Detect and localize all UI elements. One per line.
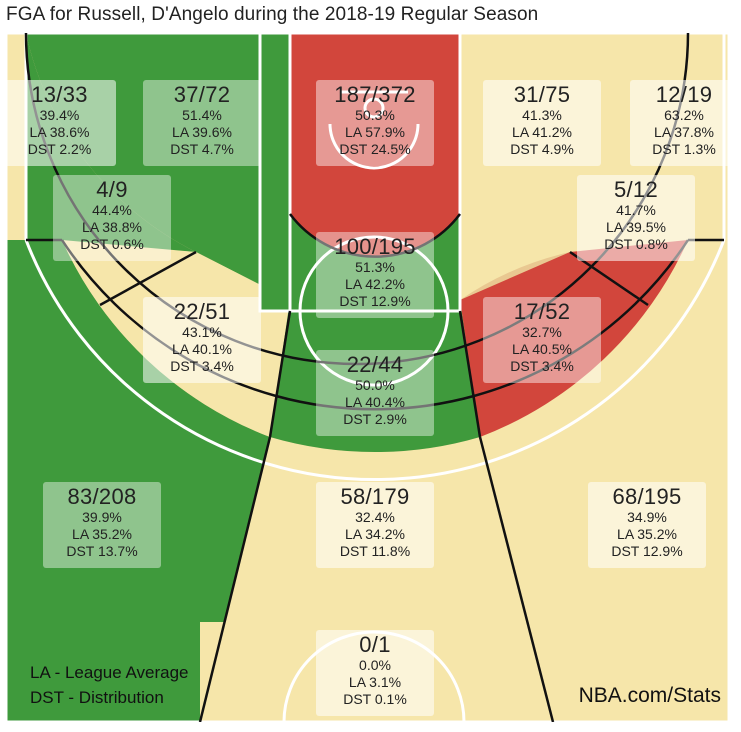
zone-dst: DST 3.4%: [510, 358, 574, 374]
zone-pct: 32.7%: [522, 324, 562, 340]
right-key-divider: [458, 310, 482, 438]
zone-pct: 50.0%: [355, 377, 395, 393]
legend-dst: DST - Distribution: [30, 688, 164, 707]
zone-dst: DST 12.9%: [611, 543, 683, 559]
zone-dst: DST 12.9%: [339, 293, 411, 309]
paint-inner: [288, 33, 462, 313]
legend: LA - League Average DST - Distribution: [30, 660, 189, 710]
zone-box-right-elbow-mid: 5/12 41.7% LA 39.5% DST 0.8%: [577, 175, 695, 261]
zone-pct: 50.3%: [355, 107, 395, 123]
zone-pct: 51.4%: [182, 107, 222, 123]
zone-la: LA 37.8%: [654, 124, 714, 140]
zone-frac: 13/33: [31, 82, 88, 107]
boundary-three-arc: [60, 239, 690, 411]
zone-la: LA 39.5%: [606, 219, 666, 235]
zone-box-right-corner-3: 12/19 63.2% LA 37.8% DST 1.3%: [630, 80, 738, 166]
zone-fill-right-wing-mid: [460, 240, 688, 437]
zone-fill-left-wing-3: [6, 240, 270, 722]
zone-dst: DST 4.9%: [510, 141, 574, 157]
zone-dst: DST 13.7%: [66, 543, 138, 559]
zone-frac: 5/12: [613, 177, 659, 202]
zone-frac: 31/75: [513, 82, 571, 107]
zone-frac: 17/52: [513, 299, 571, 324]
zone-box-right-wing-3: 68/195 34.9% LA 35.2% DST 12.9%: [588, 482, 706, 568]
free-throw-circle: [298, 235, 450, 387]
zone-box-left-wing-mid: 22/51 43.1% LA 40.1% DST 3.4%: [143, 297, 261, 383]
zone-frac: 83/208: [67, 484, 137, 509]
zone-la: LA 34.2%: [345, 526, 405, 542]
zone-la: LA 38.8%: [82, 219, 142, 235]
zone-dst: DST 0.6%: [80, 236, 144, 252]
zone-la: LA 3.1%: [348, 674, 402, 690]
zone-la: LA 40.4%: [345, 394, 405, 410]
zone-pct: 44.4%: [92, 202, 132, 218]
legend-la: LA - League Average: [30, 663, 189, 682]
zone-box-backcourt: 0/1 0.0% LA 3.1% DST 0.1%: [316, 630, 434, 716]
right-deep-divider: [478, 436, 555, 722]
zone-fill-restricted-area: [290, 33, 460, 257]
zone-pct: 0.0%: [359, 657, 391, 673]
zone-la: LA 57.9%: [345, 124, 405, 140]
three-point-arc: [24, 239, 726, 482]
zone-la: LA 40.1%: [172, 341, 232, 357]
zone-la: LA 38.6%: [29, 124, 90, 140]
zone-dst: DST 3.4%: [170, 358, 234, 374]
zone-frac: 22/51: [173, 299, 231, 324]
zone-dst: DST 11.8%: [339, 543, 411, 559]
zone-la: LA 35.2%: [72, 526, 132, 542]
zone-pct: 63.2%: [664, 107, 704, 123]
zone-frac: 0/1: [359, 632, 391, 657]
zone-dst: DST 2.9%: [343, 411, 407, 427]
zone-pct: 41.3%: [522, 107, 562, 123]
zone-pct: 39.4%: [39, 107, 80, 123]
zone-frac: 58/179: [340, 484, 410, 509]
zone-pct: 43.1%: [182, 324, 222, 340]
zone-frac: 12/19: [655, 82, 713, 107]
rim: [363, 97, 385, 119]
zone-la: LA 42.2%: [345, 276, 405, 292]
zone-la: LA 41.2%: [512, 124, 572, 140]
restricted-arc: [328, 123, 420, 170]
zone-box-left-baseline-mid: 37/72 51.4% LA 39.6% DST 4.7%: [143, 80, 261, 166]
zone-fill-right-wing-3: [480, 240, 729, 722]
left-deep-divider: [198, 436, 272, 722]
left-wing-divider: [99, 250, 197, 307]
chart-title: FGA for Russell, D'Angelo during the 201…: [6, 4, 539, 25]
zone-fill-paint-non-ra: [260, 33, 460, 311]
zone-la: LA 35.2%: [617, 526, 677, 542]
zone-box-paint-non-ra: 100/195 51.3% LA 42.2% DST 12.9%: [316, 232, 434, 318]
left-key-divider: [268, 310, 292, 438]
zone-box-restricted-area: 187/372 50.3% LA 57.9% DST 24.5%: [316, 80, 434, 166]
zone-frac: 100/195: [334, 234, 416, 259]
zone-dst: DST 24.5%: [339, 141, 411, 157]
zone-dst: DST 1.3%: [652, 141, 716, 157]
zone-dst: DST 0.8%: [604, 236, 668, 252]
zone-dst: DST 2.2%: [27, 141, 92, 157]
zone-pct: 32.4%: [355, 509, 395, 525]
zone-dst: DST 4.7%: [170, 141, 234, 157]
zone-pct: 34.9%: [627, 509, 667, 525]
zone-box-left-corner-3: 13/33 39.4% LA 38.6% DST 2.2%: [3, 80, 116, 166]
zone-box-left-elbow-mid: 4/9 44.4% LA 38.8% DST 0.6%: [53, 175, 171, 261]
zone-fill-top-key-mid: [270, 300, 480, 453]
zone-box-right-baseline-mid: 31/75 41.3% LA 41.2% DST 4.9%: [483, 80, 601, 166]
zone-la: LA 40.5%: [512, 341, 572, 357]
restricted-boundary: [288, 213, 462, 258]
zone-box-top-key-3: 58/179 32.4% LA 34.2% DST 11.8%: [316, 482, 434, 568]
zone-box-top-key-mid: 22/44 50.0% LA 40.4% DST 2.9%: [316, 350, 434, 436]
zone-pct: 51.3%: [355, 259, 395, 275]
zone-pct: 39.9%: [82, 509, 122, 525]
source-credit: NBA.com/Stats: [578, 684, 721, 707]
zone-frac: 4/9: [96, 177, 128, 202]
zone-dst: DST 0.1%: [343, 691, 407, 707]
zone-box-left-wing-3: 83/208 39.9% LA 35.2% DST 13.7%: [43, 482, 161, 568]
zone-frac: 187/372: [334, 82, 416, 107]
zone-la: LA 39.6%: [172, 124, 232, 140]
zone-pct: 41.7%: [616, 202, 656, 218]
zone-frac: 22/44: [346, 352, 404, 377]
zone-frac: 68/195: [612, 484, 682, 509]
zone-frac: 37/72: [173, 82, 231, 107]
zone-box-right-wing-mid: 17/52 32.7% LA 40.5% DST 3.4%: [483, 297, 601, 383]
